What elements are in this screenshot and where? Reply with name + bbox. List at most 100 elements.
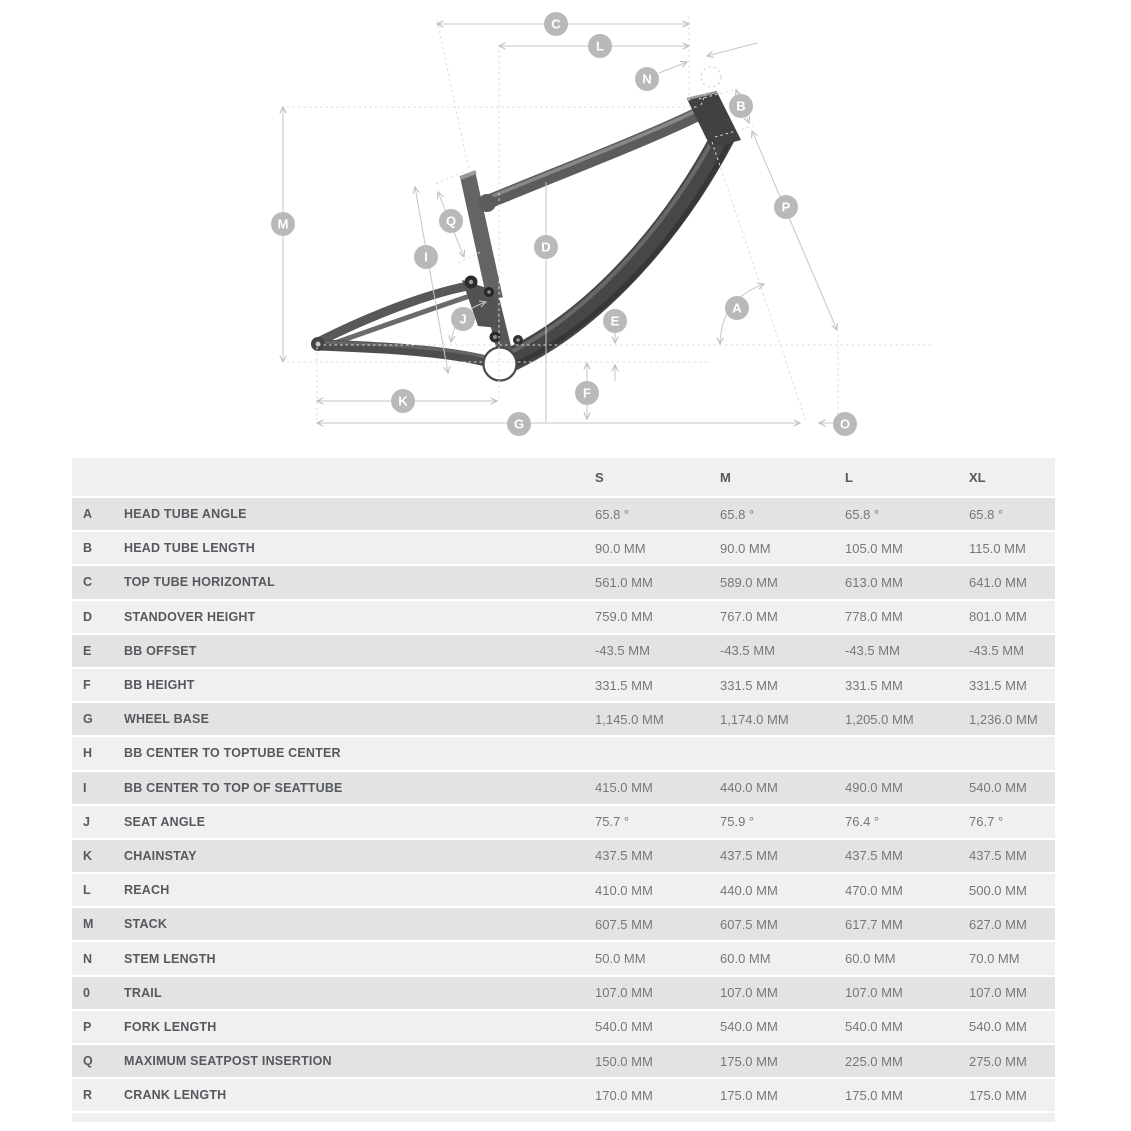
stem-clamp-circle [700, 66, 722, 88]
row-value: 607.5 MM [595, 916, 653, 932]
row-value: 76.4 ° [845, 814, 880, 830]
table-row-I: I BB CENTER TO TOP OF SEATTUBE 415.0 MM 440… [72, 771, 1055, 806]
table-row-K: K CHAINSTAY 437.5 MM 437.5 MM 437.5 MM 437.5 … [72, 839, 1055, 875]
svg-text:P: P [782, 200, 791, 215]
row-letter: F [83, 678, 91, 693]
row-label: CRANK LENGTH [124, 1088, 227, 1103]
row-value: 175.0 MM [845, 1087, 903, 1103]
row-value: 60.0 MM [720, 951, 771, 967]
row-value: 540.0 MM [595, 1019, 653, 1035]
row-value: 641.0 MM [969, 574, 1027, 590]
row-label: BB HEIGHT [124, 678, 195, 693]
bike-frame-illustration [311, 90, 741, 382]
row-value: 589.0 MM [720, 574, 778, 590]
svg-text:F: F [583, 386, 591, 401]
construction-lines [287, 16, 934, 422]
geometry-table-body: A HEAD TUBE ANGLE 65.8 ° 65.8 ° 65.8 ° 65.8 °… [72, 498, 1055, 1114]
row-value: 1,174.0 MM [720, 711, 789, 727]
row-value: 75.7 ° [595, 814, 630, 830]
row-letter: J [83, 814, 90, 829]
row-value: -43.5 MM [969, 643, 1024, 659]
row-value: 437.5 MM [845, 848, 903, 864]
badge-o: O [833, 412, 857, 436]
row-value: -43.5 MM [595, 643, 650, 659]
badge-f: F [575, 381, 599, 405]
badge-d: D [534, 235, 558, 259]
row-value: 440.0 MM [720, 780, 778, 796]
row-value: 76.7 ° [969, 814, 1004, 830]
row-value: 331.5 MM [969, 677, 1027, 693]
row-value: 801.0 MM [969, 609, 1027, 625]
svg-text:L: L [596, 39, 604, 54]
row-value: 561.0 MM [595, 574, 653, 590]
row-value: 1,145.0 MM [595, 711, 664, 727]
row-value: 607.5 MM [720, 916, 778, 932]
row-value: -43.5 MM [720, 643, 775, 659]
row-value: 470.0 MM [845, 882, 903, 898]
badge-l: L [588, 34, 612, 58]
row-value: 1,236.0 MM [969, 711, 1038, 727]
table-row-N: N STEM LENGTH 50.0 MM 60.0 MM 60.0 MM 70.0 MM [72, 942, 1055, 977]
row-label: HEAD TUBE LENGTH [124, 541, 255, 556]
row-value: 500.0 MM [969, 882, 1027, 898]
row-label: WHEEL BASE [124, 712, 210, 727]
table-row-E: E BB OFFSET -43.5 MM -43.5 MM -43.5 MM -43.5 … [72, 634, 1055, 669]
row-value: 150.0 MM [595, 1053, 653, 1069]
row-letter: R [83, 1088, 93, 1103]
row-value: 540.0 MM [969, 780, 1027, 796]
badge-m: M [271, 212, 295, 236]
svg-text:K: K [398, 394, 408, 409]
row-value: 613.0 MM [845, 574, 903, 590]
row-value: 627.0 MM [969, 916, 1027, 932]
svg-text:G: G [514, 417, 524, 432]
row-letter: E [83, 643, 92, 658]
badge-n: N [635, 67, 659, 91]
row-letter: C [83, 575, 93, 590]
row-value: 331.5 MM [595, 677, 653, 693]
table-row-F: F BB HEIGHT 331.5 MM 331.5 MM 331.5 MM 331.5 … [72, 668, 1055, 704]
row-value: 1,205.0 MM [845, 711, 914, 727]
badge-i: I [414, 245, 438, 269]
row-label: TOP TUBE HORIZONTAL [124, 575, 276, 590]
svg-text:A: A [732, 301, 742, 316]
table-row-Q: Q MAXIMUM SEATPOST INSERTION 150.0 MM 175.0… [72, 1045, 1055, 1080]
badge-k: K [391, 389, 415, 413]
column-header-xl: XL [969, 469, 986, 485]
row-value: 778.0 MM [845, 609, 903, 625]
row-label: STANDOVER HEIGHT [124, 609, 256, 624]
row-label: REACH [124, 883, 170, 898]
badge-c: C [544, 12, 568, 36]
row-value: 437.5 MM [595, 848, 653, 864]
row-value: 90.0 MM [720, 540, 771, 556]
row-value: 331.5 MM [720, 677, 778, 693]
row-label: TRAIL [124, 985, 162, 1000]
svg-text:N: N [642, 72, 651, 87]
row-value: 107.0 MM [969, 985, 1027, 1001]
svg-text:C: C [551, 17, 561, 32]
table-row-G: G WHEEL BASE 1,145.0 MM 1,174.0 MM 1,205.0 M… [72, 703, 1055, 738]
svg-text:J: J [459, 312, 466, 327]
svg-text:D: D [541, 240, 550, 255]
bike-frame-diagram-svg: C L N B M Q I D J E A P F K G O [271, 12, 934, 436]
row-letter: D [83, 609, 93, 624]
row-value: 617.7 MM [845, 916, 903, 932]
badge-a: A [725, 296, 749, 320]
column-header-l: L [845, 469, 853, 485]
row-value: 540.0 MM [969, 1019, 1027, 1035]
table-row-J: J SEAT ANGLE 75.7 ° 75.9 ° 76.4 ° 76.7 ° [72, 805, 1055, 840]
row-letter: M [83, 917, 94, 932]
row-letter: K [83, 848, 93, 863]
row-value: 175.0 MM [720, 1053, 778, 1069]
table-row-L: L REACH 410.0 MM 440.0 MM 470.0 MM 500.0 MM [72, 874, 1055, 909]
table-row-A: A HEAD TUBE ANGLE 65.8 ° 65.8 ° 65.8 ° 65.8 ° [72, 498, 1055, 533]
row-value: 107.0 MM [595, 985, 653, 1001]
row-label: STACK [124, 917, 168, 932]
row-letter: L [83, 883, 91, 898]
table-row-0: 0 TRAIL 107.0 MM 107.0 MM 107.0 MM 107.0 MM [72, 976, 1055, 1011]
dimension-lines [279, 20, 843, 427]
row-value: 75.9 ° [720, 814, 755, 830]
badge-e: E [603, 309, 627, 333]
badge-p: P [774, 195, 798, 219]
geometry-table-header: S M L XL [72, 458, 1055, 498]
row-value: 175.0 MM [720, 1087, 778, 1103]
